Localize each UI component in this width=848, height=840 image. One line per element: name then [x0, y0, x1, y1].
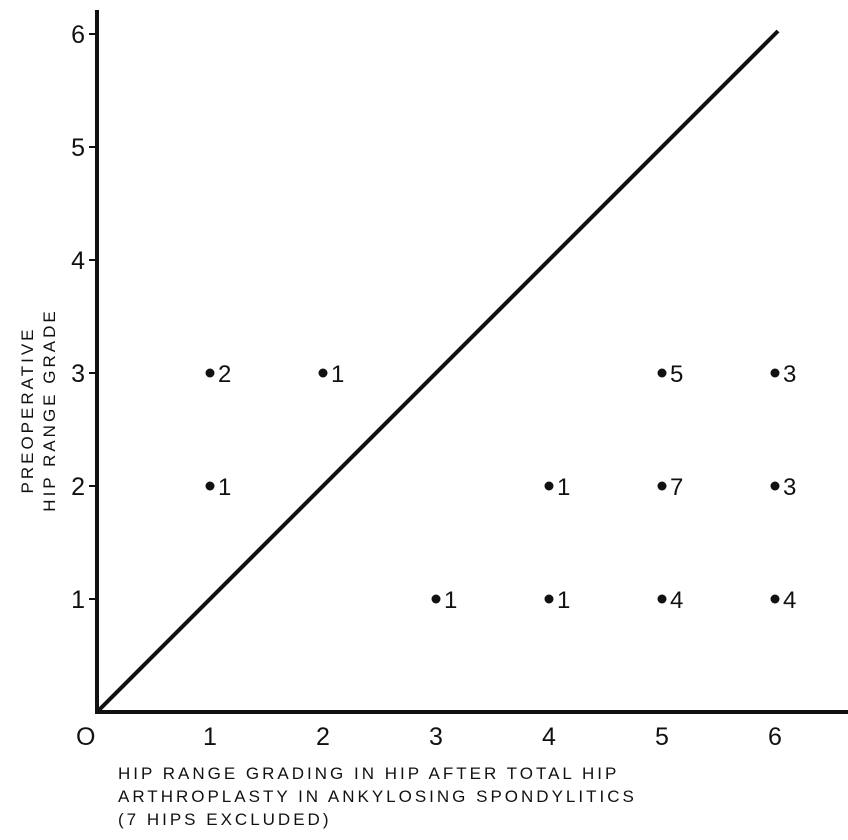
data-point: [657, 594, 667, 604]
data-points: 2 1 5 31 1 7 31 1 4 4: [205, 361, 796, 614]
x-tick-label: 5: [655, 723, 669, 751]
x-axis-title-line-2: ARTHROPLASTY IN ANKYLOSING SPONDYLITICS: [118, 787, 637, 806]
data-point-label: 7: [670, 474, 683, 501]
data-point-label: 2: [218, 361, 231, 388]
x-axis-title-line-1: HIP RANGE GRADING IN HIP AFTER TOTAL HIP: [118, 764, 620, 783]
data-point: [770, 481, 780, 491]
reference-line-layer: [95, 29, 780, 714]
data-point: [544, 481, 554, 491]
data-point-label: 1: [444, 587, 457, 614]
data-point-label: 1: [218, 474, 231, 501]
data-point: [205, 481, 215, 491]
x-axis-title: HIP RANGE GRADING IN HIP AFTER TOTAL HIP…: [118, 762, 838, 831]
data-point: [657, 368, 667, 378]
data-point-label: 5: [670, 361, 683, 388]
data-point-label: 1: [557, 474, 570, 501]
data-point: [205, 368, 215, 378]
y-axis-title-line-2: HIP RANGE GRADE: [40, 308, 59, 511]
y-tick-label: 5: [71, 134, 85, 162]
y-axis-title: PREOPERATIVE HIP RANGE GRADE: [18, 308, 59, 511]
origin-label: O: [76, 723, 95, 751]
data-point: [431, 594, 441, 604]
ticks: 1 2 3 4 5 6 1 2 3 4 5 6: [71, 21, 782, 751]
data-point: [318, 368, 328, 378]
data-point: [657, 481, 667, 491]
reference-line: [95, 29, 780, 714]
x-axis-title-line-3: (7 HIPS EXCLUDED): [118, 810, 332, 829]
data-point-label: 1: [557, 587, 570, 614]
y-axis-title-line-1: PREOPERATIVE: [18, 327, 37, 494]
data-point-label: 4: [670, 587, 683, 614]
x-tick-label: 2: [316, 723, 330, 751]
axes: [95, 10, 848, 714]
y-tick-label: 2: [71, 473, 85, 501]
y-tick-label: 3: [71, 360, 85, 388]
data-point-label: 3: [783, 474, 796, 501]
data-point-label: 1: [331, 361, 344, 388]
y-tick-label: 6: [71, 21, 85, 49]
y-tick-label: 1: [71, 586, 85, 614]
data-point: [770, 368, 780, 378]
x-tick-label: 6: [768, 723, 782, 751]
data-point-label: 3: [783, 361, 796, 388]
data-point: [544, 594, 554, 604]
x-tick-label: 3: [429, 723, 443, 751]
x-tick-label: 1: [203, 723, 217, 751]
data-point: [770, 594, 780, 604]
x-tick-label: 4: [542, 723, 556, 751]
data-point-label: 4: [783, 587, 796, 614]
y-tick-label: 4: [71, 247, 85, 275]
